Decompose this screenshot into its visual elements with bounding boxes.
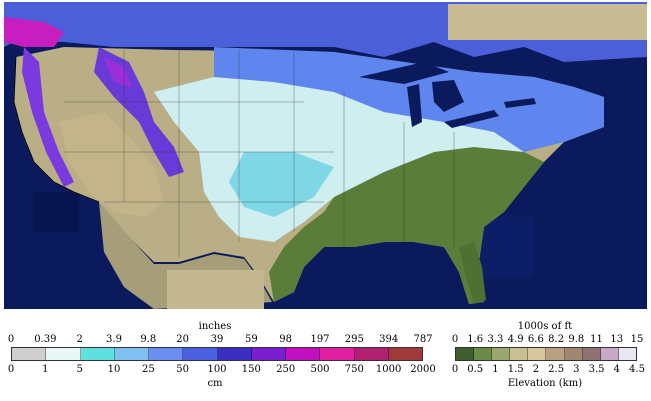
legend-swatch: [582, 348, 601, 360]
legend-tick-label: 15: [630, 334, 644, 345]
snow-legend-cm-title: cm: [207, 378, 223, 389]
legend-tick-label: 3.9: [106, 334, 122, 345]
elevation-legend-feet-title: 1000s of ft: [517, 321, 573, 332]
legend-tick-label: 3: [573, 364, 580, 375]
lake-erie: [444, 110, 499, 128]
lake-ontario: [504, 98, 536, 108]
legend-tick-label: 25: [141, 364, 155, 375]
legend-tick-label: 13: [610, 334, 624, 345]
cyan-snow-patch: [229, 152, 334, 217]
snow-depth-legend: inches 0 0.39 2 3.9 9.8 20 39 59 98 197 295 394 787 …: [0, 318, 440, 398]
legend-tick-label: 197: [310, 334, 330, 345]
legend-swatch: [149, 348, 184, 360]
legend-tick-label: 2000: [410, 364, 436, 375]
great-basin-land: [59, 112, 164, 217]
legend-tick-label: 2.5: [548, 364, 565, 375]
legend-tick-label: 50: [176, 364, 190, 375]
legend-tick-label: 20: [176, 334, 190, 345]
legend-swatch: [510, 348, 529, 360]
legend-tick-label: 9.8: [140, 334, 157, 345]
legend-swatch: [618, 348, 636, 360]
legend-tick-label: 9.8: [568, 334, 585, 345]
legend-tick-label: 4.9: [507, 334, 524, 345]
legend-tick-label: 10: [107, 364, 121, 375]
legend-swatch: [492, 348, 511, 360]
legend-swatch: [546, 348, 565, 360]
legend-swatch: [456, 348, 475, 360]
legend-swatch: [354, 348, 389, 360]
legend-tick-label: 1.6: [467, 334, 484, 345]
legend-tick-label: 500: [310, 364, 330, 375]
legend-tick-label: 2: [76, 334, 83, 345]
legend-tick-label: 0.5: [467, 364, 484, 375]
cascades-snow: [22, 47, 74, 187]
legend-tick-label: 8.2: [548, 334, 565, 345]
legend-tick-label: 1: [492, 364, 499, 375]
legend-swatch: [388, 348, 422, 360]
canada-tile: [448, 4, 647, 40]
legend-tick-label: 0: [7, 364, 15, 375]
legend-swatch: [183, 348, 218, 360]
legend-tick-label: 98: [279, 334, 293, 345]
coastline: [13, 56, 100, 203]
legend-swatch: [12, 348, 47, 360]
legend-swatch: [217, 348, 252, 360]
legend-swatch: [528, 348, 547, 360]
legend-tick-label: 11: [590, 334, 603, 345]
elevation-color-bar: [455, 347, 637, 361]
legend-tick-label: 4: [613, 364, 620, 375]
legend-tick-label: 5: [76, 364, 83, 375]
legend-tick-label: 6.6: [527, 334, 544, 345]
mexico-tile: [167, 270, 264, 309]
legend-tick-label: 787: [413, 334, 433, 345]
legend-swatch: [600, 348, 619, 360]
legend-swatch: [251, 348, 286, 360]
ocean-tile: [34, 192, 79, 232]
florida: [459, 242, 486, 304]
legend-tick-label: 100: [207, 364, 227, 375]
pacific-nw-snow: [4, 17, 64, 47]
legend-swatch: [114, 348, 149, 360]
legend-tick-label: 4.5: [629, 364, 645, 375]
legend-swatch: [474, 348, 493, 360]
legend-tick-label: 0: [451, 334, 459, 345]
legend-tick-label: 3.5: [588, 364, 605, 375]
legend-tick-label: 3.3: [487, 334, 504, 345]
rockies-peak-snow: [104, 57, 132, 87]
legend-tick-label: 250: [276, 364, 296, 375]
legend-tick-label: 0: [7, 334, 15, 345]
legend-tick-label: 0: [451, 364, 459, 375]
legend-swatch: [80, 348, 115, 360]
legend-tick-label: 2: [532, 364, 540, 375]
legend-tick-label: 750: [344, 364, 364, 375]
legend-tick-label: 150: [241, 364, 261, 375]
legend-swatch: [320, 348, 355, 360]
legend-swatch: [564, 348, 583, 360]
state-borders: [64, 50, 455, 257]
legend-tick-label: 39: [210, 334, 224, 345]
legend-tick-label: 0.39: [34, 334, 57, 345]
lake-huron: [432, 80, 464, 112]
legend-tick-label: 59: [244, 334, 258, 345]
lake-michigan: [407, 84, 422, 127]
snow-depth-map: [4, 2, 647, 309]
snow-depth-color-bar: [11, 347, 423, 361]
elevation-legend-km-title: Elevation (km): [507, 378, 583, 389]
legend-tick-label: 295: [344, 334, 364, 345]
legend-tick-label: 1.5: [507, 364, 524, 375]
lake-superior: [359, 62, 449, 84]
legend-tick-label: 1000: [375, 364, 402, 375]
legend-tick-label: 1: [42, 364, 49, 375]
snow-legend-inches-title: inches: [198, 321, 232, 332]
legend-swatch: [46, 348, 81, 360]
legend-tick-label: 394: [379, 334, 399, 345]
legend-swatch: [286, 348, 321, 360]
